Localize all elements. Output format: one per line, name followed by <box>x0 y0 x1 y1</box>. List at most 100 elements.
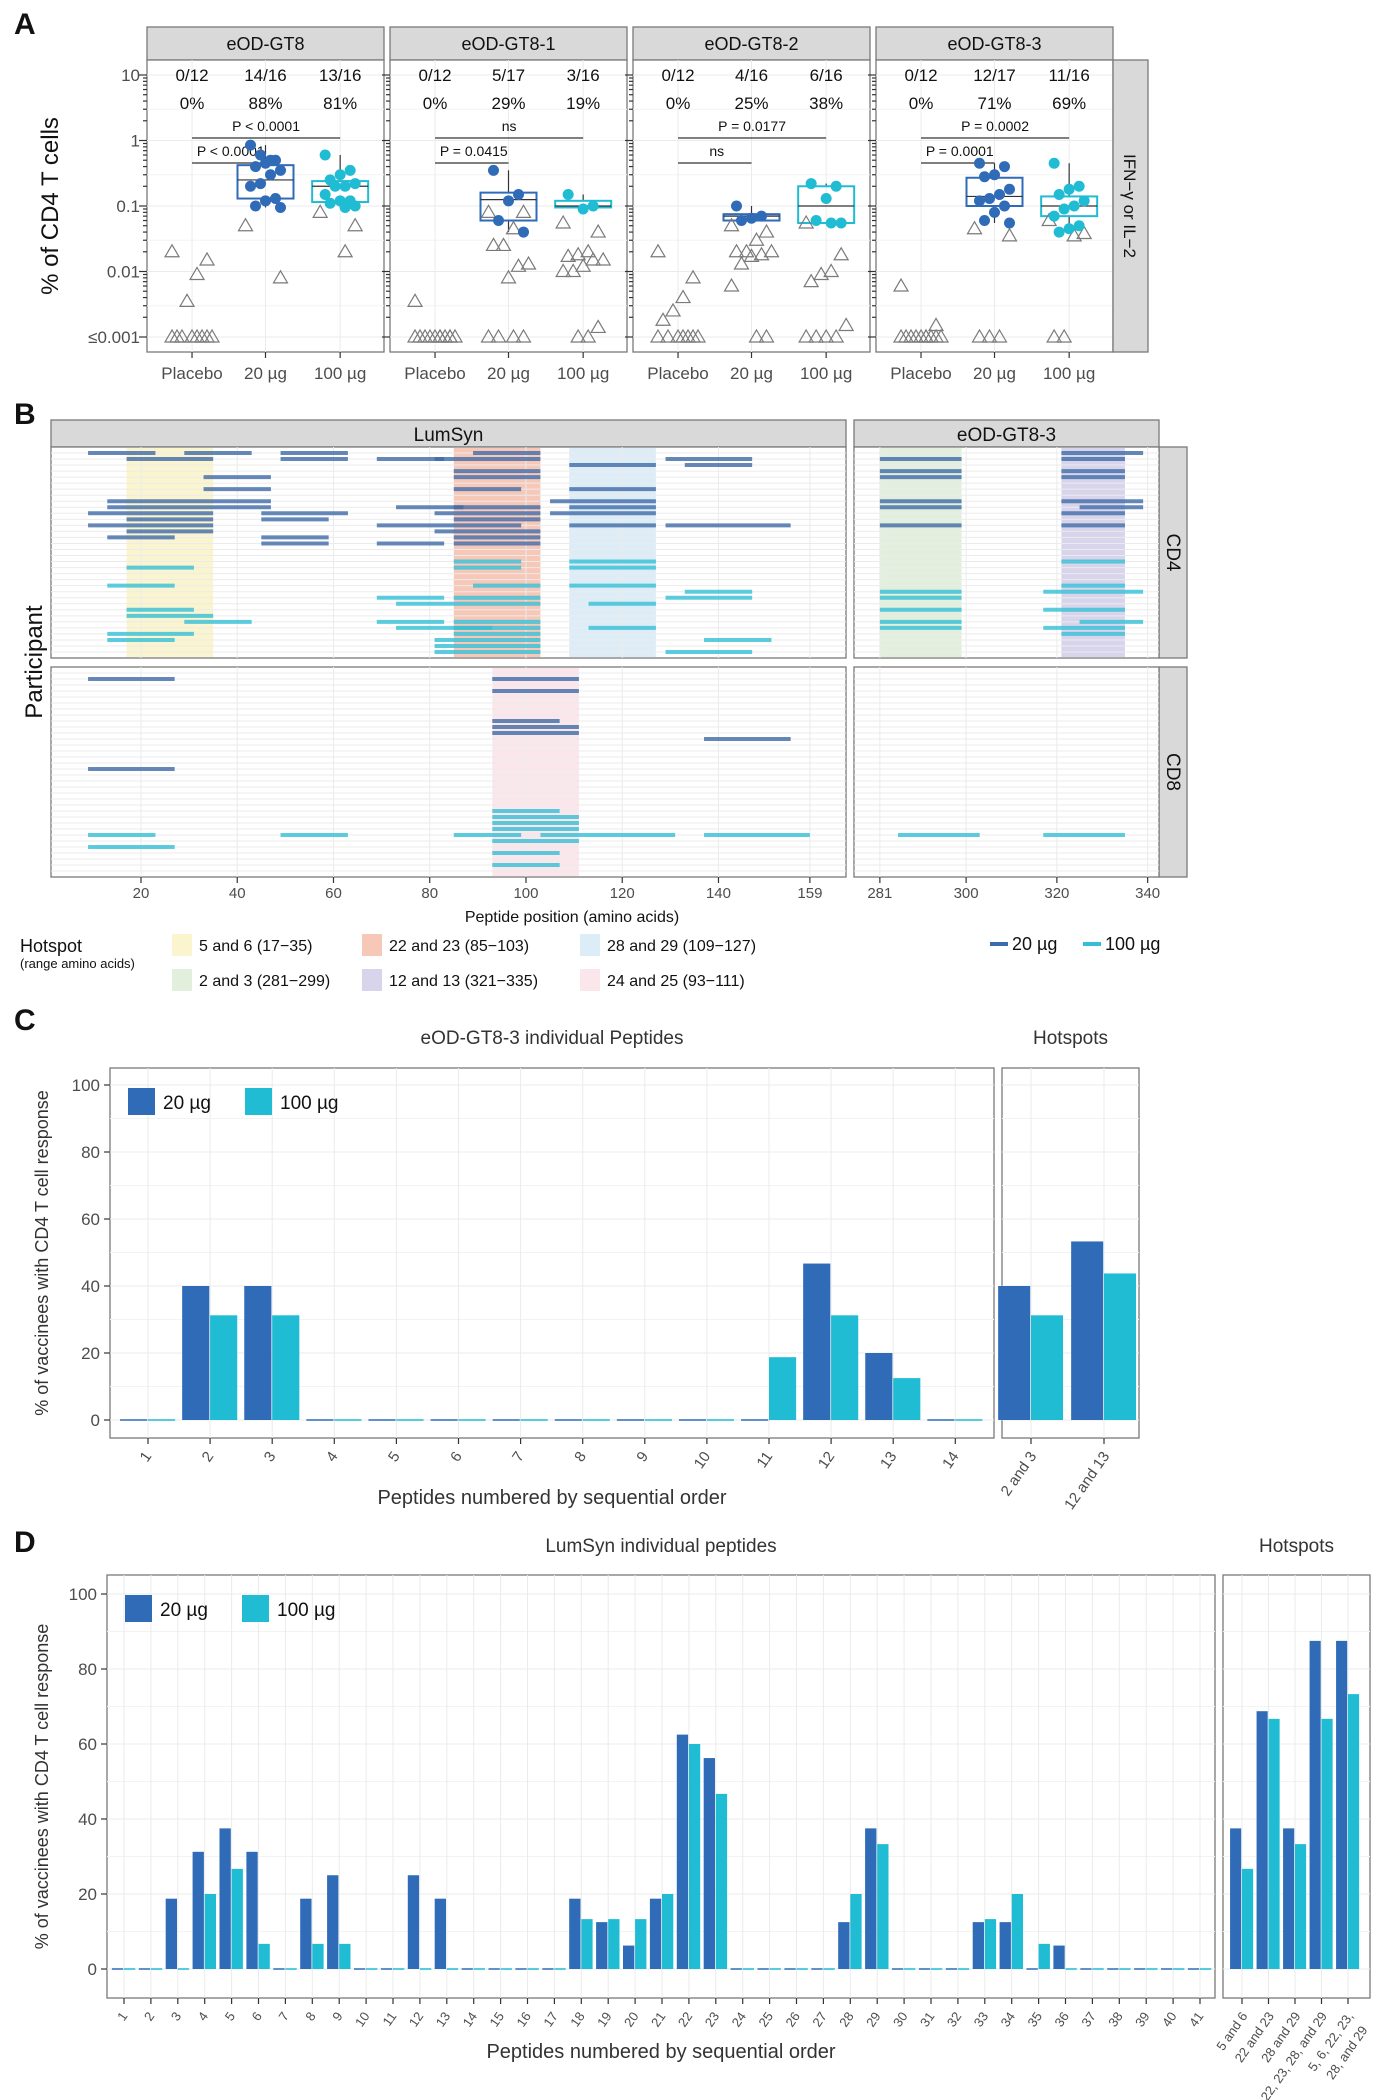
responder-percent: 0% <box>666 94 691 113</box>
nonresponder-triangle <box>1046 328 1063 343</box>
legend-label: 22 and 23 (85−103) <box>389 938 529 955</box>
bar-100ug <box>124 1968 136 1970</box>
panel-letter: A <box>14 8 36 41</box>
x-axis-title: Peptides numbered by sequential order <box>486 2041 835 2063</box>
responder-dot <box>503 195 514 207</box>
row-strip-label: CD4 <box>1162 533 1183 571</box>
nonresponder-triangle <box>173 328 191 343</box>
nonresponder-triangle <box>1066 227 1083 242</box>
responder-dot <box>1068 200 1080 212</box>
facet-strip-label: LumSyn <box>414 425 484 446</box>
y-tick-label: 100 <box>72 1076 100 1095</box>
bar-100ug <box>231 1868 243 1969</box>
nonresponder-triangle <box>927 328 945 343</box>
x-tick-label: 340 <box>1135 885 1160 902</box>
responder-dot <box>275 201 286 213</box>
nonresponder-triangle <box>347 217 364 232</box>
legend-swatch <box>580 934 600 956</box>
row-strip <box>1158 446 1188 659</box>
bar-100ug <box>527 1968 539 1970</box>
chart-title: eOD-GT8-3 individual Peptides <box>421 1028 684 1049</box>
nonresponder-triangle <box>555 263 572 278</box>
legend-swatch <box>128 1088 155 1115</box>
legend-swatch <box>172 934 192 956</box>
bar-20ug <box>192 1851 204 1969</box>
bar-20ug <box>918 1968 931 1970</box>
hotspot-band <box>492 668 579 876</box>
bar-20ug <box>1071 1241 1104 1420</box>
y-tick-label: 100 <box>69 1585 97 1604</box>
responder-dot <box>260 195 271 207</box>
y-tick-label: 1 <box>131 132 140 151</box>
nonresponder-triangle <box>798 214 815 229</box>
nonresponder-triangle <box>748 328 765 343</box>
x-tick-label: 3 <box>168 2009 184 2024</box>
row-strip-label: CD8 <box>1162 753 1183 791</box>
responder-dot <box>805 178 817 190</box>
y-tick-label: 60 <box>81 1210 100 1229</box>
bar-100ug <box>984 1919 997 1969</box>
responder-dot <box>989 169 1000 181</box>
bar-20ug <box>488 1968 500 1970</box>
bar-100ug <box>473 1968 486 1970</box>
bar-20ug <box>244 1286 272 1420</box>
x-tick-label: Placebo <box>890 364 951 383</box>
bar-20ug <box>1026 1968 1038 1970</box>
responder-dot <box>255 149 266 161</box>
responder-dot <box>319 188 331 200</box>
bar-20ug <box>1256 1711 1268 1969</box>
hotspot-panel-title: Hotspots <box>1259 1536 1334 1557</box>
x-tick-label: 9 <box>329 2009 345 2024</box>
nonresponder-triangle <box>560 248 577 263</box>
facet-strip <box>853 419 1160 448</box>
responder-dot <box>810 215 822 227</box>
nonresponder-triangle <box>723 277 740 292</box>
bar-20ug <box>542 1968 554 1970</box>
y-axis-title: % of vaccinees with CD4 T cell response <box>32 1624 52 1950</box>
bar-20ug <box>120 1419 148 1421</box>
nonresponder-triangle <box>971 328 988 343</box>
responder-dot <box>349 200 361 212</box>
bar-20ug <box>927 1419 955 1421</box>
p-value-label: P = 0.0415 <box>440 143 508 159</box>
responder-dot <box>245 180 256 192</box>
responder-dot <box>1078 195 1090 207</box>
nonresponder-triangle <box>272 269 289 284</box>
bar-100ug <box>1321 1718 1333 1969</box>
x-tick-label: 37 <box>1078 2009 1099 2029</box>
bar-100ug <box>1173 1968 1185 1970</box>
nonresponder-triangle <box>237 217 254 232</box>
bar-20ug <box>803 1263 831 1420</box>
responder-dot <box>1063 183 1075 195</box>
dose-legend-label: 20 µg <box>1012 934 1057 954</box>
nonresponder-triangle <box>515 204 532 218</box>
bar-20ug <box>165 1898 177 1969</box>
responder-percent: 71% <box>977 94 1011 113</box>
facet-strip-label: eOD-GT8-2 <box>704 34 798 54</box>
nonresponder-triangle <box>580 243 597 258</box>
bar-20ug <box>838 1922 850 1969</box>
responder-dot <box>1048 157 1060 169</box>
nonresponder-triangle <box>495 237 512 252</box>
nonresponder-triangle <box>743 248 760 263</box>
nonresponder-triangle <box>808 328 825 343</box>
bar-20ug <box>616 1419 644 1421</box>
x-tick-label: 34 <box>998 2009 1019 2029</box>
responder-dot <box>979 215 990 227</box>
legend-swatch <box>362 934 382 956</box>
x-tick-label: 26 <box>782 2009 803 2029</box>
x-tick-label: 30 <box>890 2009 911 2029</box>
x-tick-label: 6 <box>447 1449 466 1466</box>
x-tick-label: 60 <box>325 885 342 902</box>
y-tick-label: 10 <box>121 66 140 85</box>
legend-label: 100 µg <box>280 1093 339 1114</box>
dose-legend-label: 100 µg <box>1105 934 1160 954</box>
bar-20ug <box>676 1734 689 1969</box>
x-tick-label: 32 <box>944 2009 965 2029</box>
bar-100ug <box>1348 1694 1360 1969</box>
bar-20ug <box>306 1419 334 1421</box>
bar-20ug <box>678 1419 707 1421</box>
bar-20ug <box>273 1968 285 1970</box>
x-tick-label: 100 µg <box>800 364 852 383</box>
x-tick-label: 23 <box>702 2009 723 2029</box>
